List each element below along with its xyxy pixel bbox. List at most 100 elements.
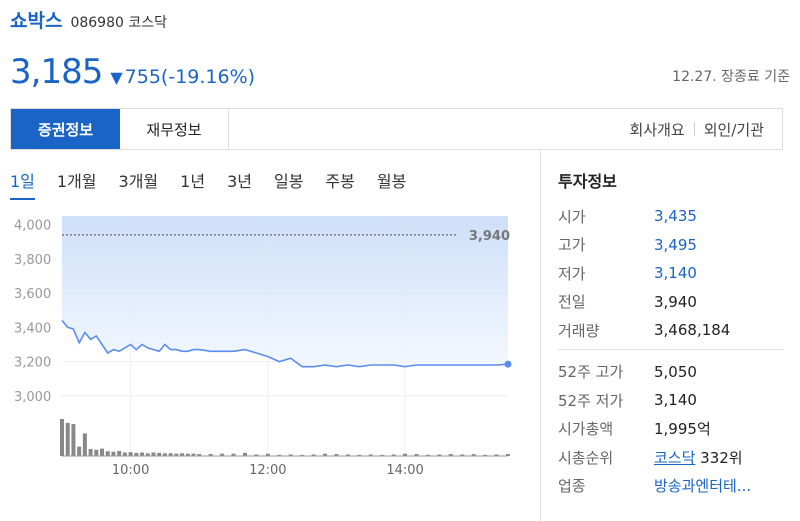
as-of-time: 12.27. 장종료 기준 xyxy=(672,69,790,85)
info-tabbar: 증권정보 재무정보 회사개요 외인/기관 xyxy=(10,108,783,150)
volume-bar xyxy=(162,453,167,456)
volume-bar xyxy=(334,454,339,456)
price-area xyxy=(62,216,508,367)
volume-bar xyxy=(134,452,139,456)
volume-bar xyxy=(140,452,145,456)
y-tick-label: 3,200 xyxy=(14,356,51,371)
volume-bar xyxy=(437,454,442,456)
info-separator xyxy=(558,348,784,350)
volume-bar xyxy=(65,422,70,456)
prev-close-label: 3,940 xyxy=(469,229,510,244)
y-tick-label: 4,000 xyxy=(14,219,51,234)
volume-bar xyxy=(403,453,408,456)
volume-bar xyxy=(323,453,328,456)
y-tick-label: 3,000 xyxy=(14,390,51,405)
volume-bar xyxy=(174,453,179,456)
volume-bar xyxy=(82,433,87,456)
info-row-high: 고가 3,495 xyxy=(558,235,697,255)
info-row-industry: 업종 방송과엔터테... xyxy=(558,477,752,496)
stock-name[interactable]: 쇼박스 xyxy=(10,10,63,32)
volume-bar xyxy=(60,419,64,456)
volume-bar xyxy=(208,454,213,456)
last-price-point xyxy=(504,360,512,368)
info-row-market-cap: 시가총액 1,995억 xyxy=(558,420,711,439)
y-tick-label: 3,600 xyxy=(14,287,51,302)
volume-bar xyxy=(448,454,453,456)
tab-financial-info[interactable]: 재무정보 xyxy=(120,109,229,149)
volume-bar xyxy=(128,452,133,456)
period-1d[interactable]: 1일 xyxy=(10,168,35,200)
period-selector: 1일 1개월 3개월 1년 3년 일봉 주봉 월봉 xyxy=(10,168,428,200)
panel-divider xyxy=(540,150,541,521)
period-daily[interactable]: 일봉 xyxy=(273,172,304,191)
volume-bar xyxy=(471,454,476,456)
volume-bar xyxy=(380,454,385,456)
industry-link[interactable]: 방송과엔터테... xyxy=(654,477,752,496)
info-row-market-cap-rank: 시총순위 코스닥 332위 xyxy=(558,448,743,467)
volume-bar xyxy=(94,449,99,456)
volume-bar xyxy=(77,446,82,456)
info-row-volume: 거래량 3,468,184 xyxy=(558,321,731,340)
price-chart[interactable]: 3,000 3,200 3,400 3,600 3,800 4,000 10:00 12:00… xyxy=(0,208,540,488)
price-line xyxy=(61,319,509,368)
current-price: 3,185 xyxy=(10,52,103,92)
volume-bar xyxy=(357,454,362,456)
info-row-52w-high: 52주 고가 5,050 xyxy=(558,362,697,382)
down-arrow-icon: ▼ xyxy=(110,68,123,87)
period-3y[interactable]: 3년 xyxy=(227,172,252,191)
period-3m[interactable]: 3개월 xyxy=(118,172,159,191)
volume-bar xyxy=(122,452,127,456)
x-tick-label: 12:00 xyxy=(249,463,286,478)
volume-bar xyxy=(151,452,156,456)
tab-right-links: 회사개요 외인/기관 xyxy=(630,109,782,149)
volume-bar xyxy=(105,451,110,456)
volume-bar xyxy=(506,454,510,456)
x-tick-label: 14:00 xyxy=(386,463,423,478)
info-title: 투자정보 xyxy=(558,172,617,191)
volume-bar xyxy=(425,454,430,456)
volume-bar xyxy=(414,454,419,456)
volume-bar xyxy=(254,454,259,456)
volume-bar xyxy=(265,453,270,456)
volume-bar xyxy=(88,448,93,456)
volume-bar xyxy=(300,454,305,456)
volume-bar xyxy=(111,451,116,456)
y-tick-label: 3,400 xyxy=(14,321,51,336)
volume-bar xyxy=(391,454,396,456)
period-1y[interactable]: 1년 xyxy=(180,172,206,191)
volume-bar xyxy=(368,454,373,456)
volume-bar xyxy=(311,454,316,456)
price-change: 755(-19.16%) xyxy=(124,66,256,88)
stock-header: 쇼박스 086980 코스닥 3,185 ▼ 755(-19.16%) 12.2… xyxy=(10,6,790,92)
volume-bar xyxy=(220,453,225,456)
volume-bar xyxy=(145,453,150,456)
volume-bar xyxy=(100,448,105,456)
volume-bar xyxy=(191,453,196,456)
tab-company-overview[interactable]: 회사개요 xyxy=(629,120,685,139)
tab-foreign-institution[interactable]: 외인/기관 xyxy=(703,120,764,139)
tab-stock-info[interactable]: 증권정보 xyxy=(11,109,120,149)
stock-code: 086980 코스닥 xyxy=(70,15,167,31)
info-row-low: 저가 3,140 xyxy=(558,264,697,283)
info-row-open: 시가 3,435 xyxy=(558,207,697,226)
volume-bar xyxy=(168,453,173,456)
volume-bar xyxy=(185,453,190,456)
volume-bar xyxy=(231,453,236,456)
volume-bar xyxy=(180,453,185,456)
market-link[interactable]: 코스닥 xyxy=(654,448,696,467)
info-row-52w-low: 52주 저가 3,140 xyxy=(558,391,697,410)
volume-bar xyxy=(460,454,465,456)
price-row: 3,185 ▼ 755(-19.16%) xyxy=(10,52,255,92)
volume-bar xyxy=(117,450,122,456)
volume-bar xyxy=(197,454,202,456)
volume-bar xyxy=(157,452,162,456)
investment-info-panel: 투자정보 시가 3,435 고가 3,495 저가 3,140 전일 3,940… xyxy=(558,168,784,500)
period-monthly[interactable]: 월봉 xyxy=(376,172,407,191)
volume-bar xyxy=(277,454,282,456)
period-weekly[interactable]: 주봉 xyxy=(325,172,355,191)
y-tick-label: 3,800 xyxy=(14,253,51,268)
volume-bar xyxy=(71,424,76,456)
period-1m[interactable]: 1개월 xyxy=(56,172,97,191)
volume-bar xyxy=(288,454,293,456)
volume-bar xyxy=(494,454,499,456)
